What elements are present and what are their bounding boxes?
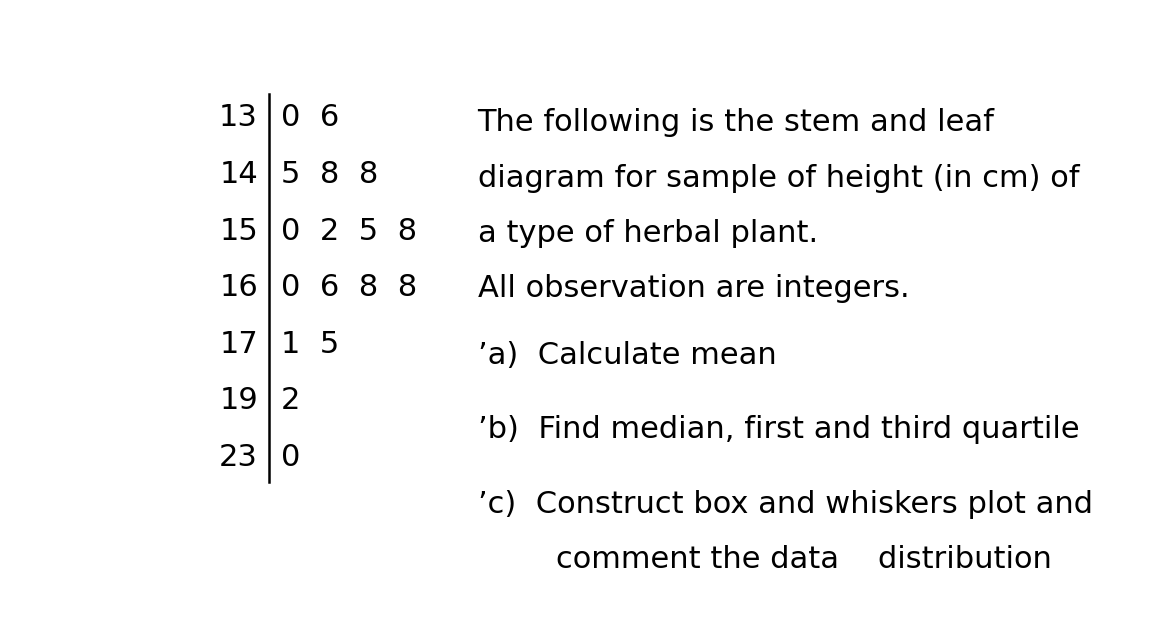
Text: 0: 0	[281, 443, 300, 472]
Text: 15: 15	[219, 217, 258, 245]
Text: 0  6: 0 6	[281, 103, 338, 133]
Text: diagram for sample of height (in cm) of: diagram for sample of height (in cm) of	[478, 163, 1080, 193]
Text: comment the data    distribution: comment the data distribution	[478, 545, 1052, 574]
Text: 0  2  5  8: 0 2 5 8	[281, 217, 417, 245]
Text: 17: 17	[219, 330, 258, 359]
Text: 23: 23	[219, 443, 258, 472]
Text: 16: 16	[219, 273, 258, 302]
Text: 0  6  8  8: 0 6 8 8	[281, 273, 417, 302]
Text: ʼc)  Construct box and whiskers plot and: ʼc) Construct box and whiskers plot and	[478, 490, 1093, 519]
Text: ʼb)  Find median, first and third quartile: ʼb) Find median, first and third quartil…	[478, 416, 1080, 444]
Text: 5  8  8: 5 8 8	[281, 160, 378, 189]
Text: 19: 19	[219, 386, 258, 416]
Text: ʼa)  Calculate mean: ʼa) Calculate mean	[478, 341, 776, 370]
Text: The following is the stem and leaf: The following is the stem and leaf	[478, 108, 994, 137]
Text: 2: 2	[281, 386, 300, 416]
Text: All observation are integers.: All observation are integers.	[478, 274, 909, 303]
Text: 14: 14	[219, 160, 258, 189]
Text: a type of herbal plant.: a type of herbal plant.	[478, 219, 817, 248]
Text: 13: 13	[219, 103, 258, 133]
Text: 1  5: 1 5	[281, 330, 338, 359]
